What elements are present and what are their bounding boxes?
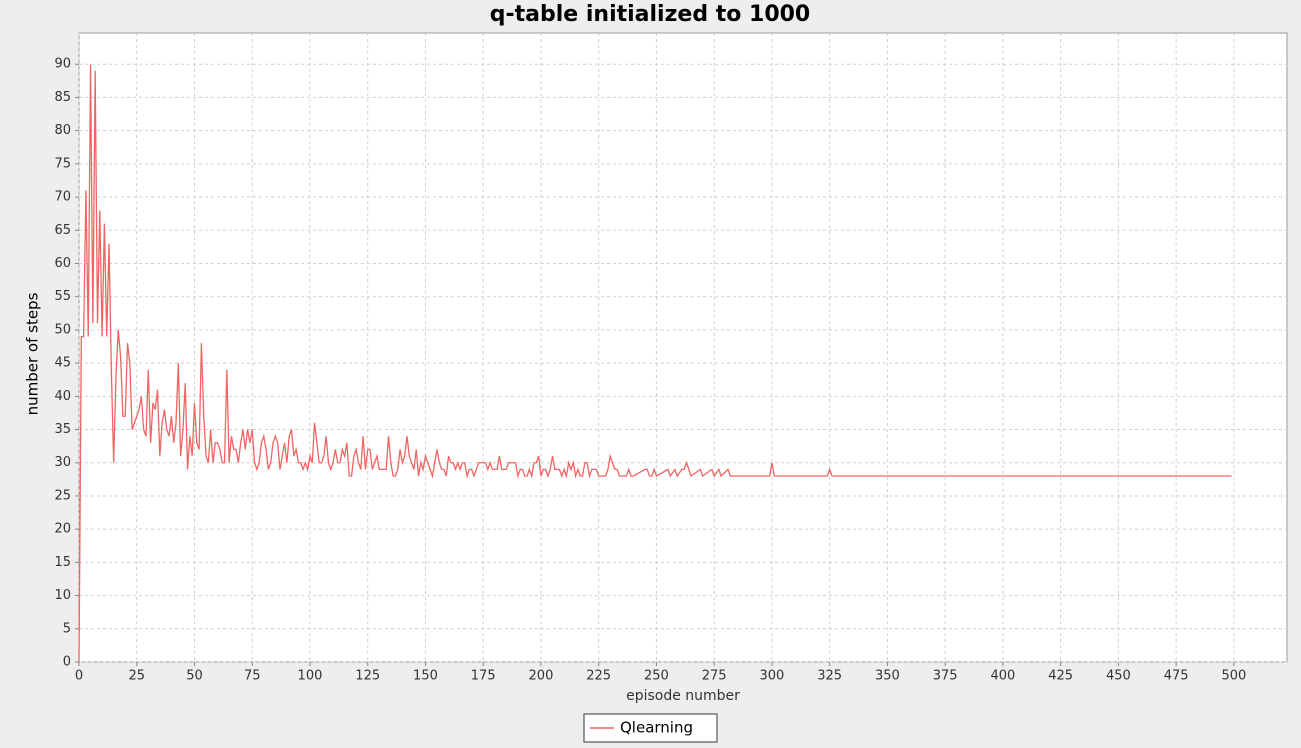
- y-tick-label: 45: [54, 356, 71, 371]
- x-tick-label: 500: [1221, 669, 1246, 684]
- y-tick-label: 60: [54, 256, 71, 271]
- y-tick-label: 90: [54, 57, 71, 72]
- y-tick-label: 25: [54, 488, 71, 503]
- y-tick-label: 80: [54, 123, 71, 138]
- x-tick-label: 475: [1164, 669, 1189, 684]
- y-tick-label: 85: [54, 90, 71, 105]
- x-tick-label: 175: [471, 669, 496, 684]
- x-tick-label: 350: [875, 669, 900, 684]
- x-tick-label: 325: [817, 669, 842, 684]
- x-tick-label: 450: [1106, 669, 1131, 684]
- y-tick-label: 70: [54, 190, 71, 205]
- x-tick-label: 275: [702, 669, 727, 684]
- x-tick-label: 50: [186, 669, 203, 684]
- legend-label: Qlearning: [620, 719, 693, 737]
- x-tick-label: 25: [128, 669, 145, 684]
- x-tick-label: 225: [586, 669, 611, 684]
- x-tick-label: 250: [644, 669, 669, 684]
- x-tick-label: 125: [355, 669, 380, 684]
- x-tick-label: 200: [529, 669, 554, 684]
- x-tick-label: 0: [75, 669, 83, 684]
- y-axis-label: number of steps: [24, 292, 42, 415]
- x-tick-label: 300: [760, 669, 785, 684]
- x-tick-label: 75: [244, 669, 261, 684]
- y-tick-label: 75: [54, 156, 71, 171]
- y-tick-label: 30: [54, 455, 71, 470]
- y-tick-label: 50: [54, 322, 71, 337]
- x-tick-label: 375: [933, 669, 958, 684]
- y-tick-label: 15: [54, 555, 71, 570]
- y-tick-label: 10: [54, 588, 71, 603]
- x-tick-label: 400: [990, 669, 1015, 684]
- x-tick-label: 425: [1048, 669, 1073, 684]
- y-tick-label: 35: [54, 422, 71, 437]
- chart-title: q-table initialized to 1000: [490, 2, 811, 27]
- x-tick-label: 150: [413, 669, 438, 684]
- plot-area: [78, 32, 1288, 663]
- y-tick-label: 65: [54, 223, 71, 238]
- data-line: [78, 64, 1232, 663]
- x-axis-label: episode number: [626, 688, 740, 704]
- y-tick-label: 55: [54, 289, 71, 304]
- y-tick-label: 40: [54, 389, 71, 404]
- y-tick-label: 5: [63, 621, 71, 636]
- x-tick-label: 100: [298, 669, 323, 684]
- y-tick-label: 20: [54, 522, 71, 537]
- y-tick-label: 0: [63, 655, 71, 670]
